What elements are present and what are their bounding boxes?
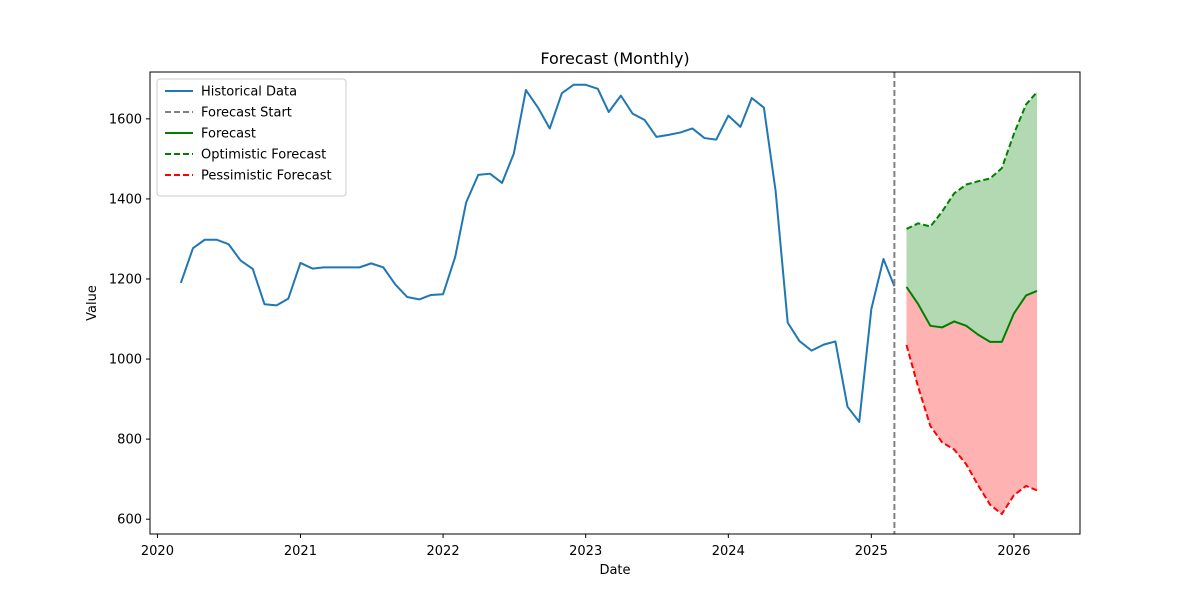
legend-label-historical-data: Historical Data [201, 85, 297, 100]
legend-box [156, 78, 347, 197]
y-tick-label: 600 [117, 513, 142, 528]
optimistic-forecast-line [906, 91, 1038, 230]
legend: Historical Data Forecast Start Forecast Opt… [156, 78, 347, 197]
y-axis-label: Value [85, 285, 100, 321]
x-axis-label: Date [599, 563, 630, 578]
y-axis-ticks: 600 800 1000 1200 1400 1600 [109, 112, 150, 528]
series-lines [179, 83, 1038, 515]
legend-label-forecast: Forecast [201, 127, 256, 142]
historical-data-line [179, 83, 896, 423]
x-tick-label: 2020 [141, 544, 174, 559]
y-tick-label: 1600 [109, 112, 142, 127]
x-axis-ticks: 2020 2021 2022 2023 2024 2025 2026 [141, 534, 1031, 559]
legend-label-forecast-start: Forecast Start [201, 106, 292, 121]
y-tick-label: 1000 [109, 353, 142, 368]
chart-title: Forecast (Monthly) [540, 49, 689, 68]
optimistic-band [906, 92, 1038, 342]
legend-label-optimistic-forecast: Optimistic Forecast [201, 148, 326, 163]
legend-label-pessimistic-forecast: Pessimistic Forecast [201, 169, 332, 184]
pessimistic-forecast-line [905, 344, 1038, 515]
x-tick-label: 2023 [569, 544, 602, 559]
y-tick-label: 1400 [109, 192, 142, 207]
x-tick-label: 2021 [284, 544, 317, 559]
plot-area-frame [149, 71, 1081, 535]
pessimistic-band [906, 286, 1038, 514]
x-tick-label: 2024 [712, 544, 745, 559]
x-tick-label: 2026 [997, 544, 1030, 559]
forecast-line [905, 286, 1038, 343]
x-tick-label: 2025 [855, 544, 888, 559]
forecast-bands [906, 92, 1038, 514]
x-tick-label: 2022 [427, 544, 460, 559]
y-tick-label: 800 [117, 433, 142, 448]
y-tick-label: 1200 [109, 272, 142, 287]
